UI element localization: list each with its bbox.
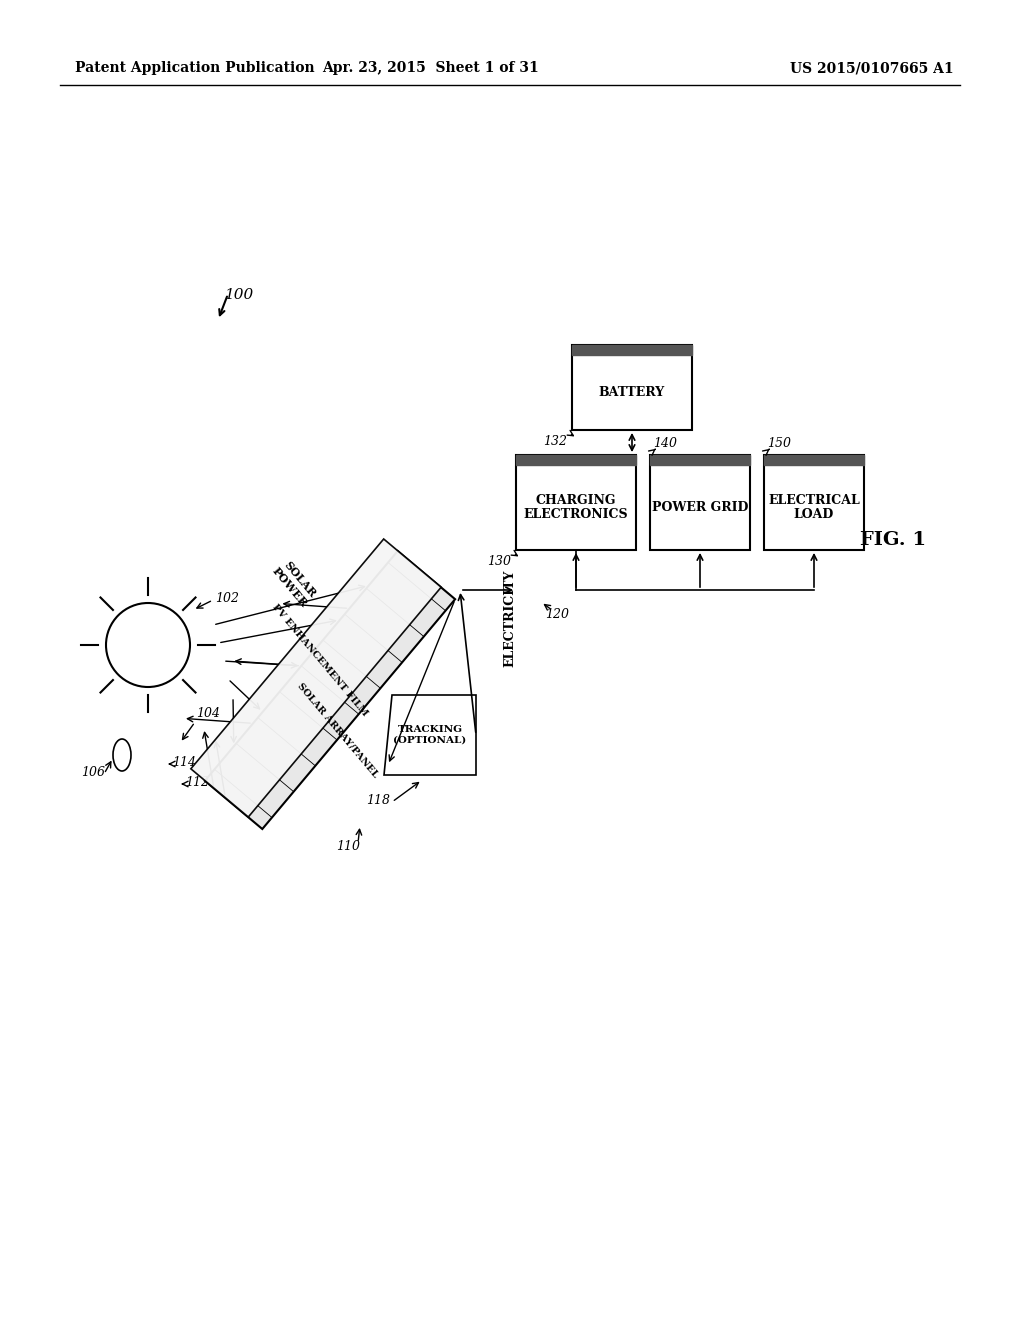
Polygon shape: [205, 550, 455, 829]
Bar: [572, 345, 692, 430]
Polygon shape: [384, 696, 476, 775]
Polygon shape: [190, 539, 441, 817]
Text: 106: 106: [81, 767, 105, 780]
Bar: [516, 455, 636, 465]
Text: US 2015/0107665 A1: US 2015/0107665 A1: [790, 61, 953, 75]
Text: Patent Application Publication: Patent Application Publication: [75, 61, 314, 75]
Bar: [764, 455, 864, 550]
Text: 110: 110: [336, 840, 360, 853]
Text: 100: 100: [225, 288, 254, 302]
Text: 140: 140: [653, 437, 677, 450]
Text: PV ENHANCEMENT FILM: PV ENHANCEMENT FILM: [270, 602, 370, 718]
Text: 112: 112: [185, 776, 209, 788]
Text: ELECTRICAL
LOAD: ELECTRICAL LOAD: [768, 494, 860, 521]
Text: 102: 102: [215, 591, 239, 605]
Text: 150: 150: [767, 437, 791, 450]
Text: Apr. 23, 2015  Sheet 1 of 31: Apr. 23, 2015 Sheet 1 of 31: [322, 61, 539, 75]
Text: SOLAR ARRAY/PANEL: SOLAR ARRAY/PANEL: [296, 681, 380, 779]
Text: CHARGING
ELECTRONICS: CHARGING ELECTRONICS: [523, 494, 629, 521]
Text: POWER GRID: POWER GRID: [652, 502, 749, 513]
Text: 132: 132: [543, 436, 567, 447]
Text: BATTERY: BATTERY: [599, 385, 666, 399]
Text: 130: 130: [487, 554, 511, 568]
Bar: [650, 455, 750, 550]
Ellipse shape: [113, 739, 131, 771]
Bar: [650, 455, 750, 465]
Bar: [572, 345, 692, 355]
Circle shape: [106, 603, 190, 686]
Text: 118: 118: [366, 793, 390, 807]
Text: TRACKING
(OPTIONAL): TRACKING (OPTIONAL): [393, 725, 467, 744]
Text: FIG. 1: FIG. 1: [860, 531, 926, 549]
Text: ELECTRICITY: ELECTRICITY: [504, 570, 516, 668]
Bar: [764, 455, 864, 465]
Bar: [516, 455, 636, 550]
Text: SOLAR
POWER: SOLAR POWER: [270, 557, 319, 609]
Text: 104: 104: [196, 708, 220, 719]
Text: 120: 120: [545, 609, 569, 620]
Text: 114: 114: [172, 755, 196, 768]
